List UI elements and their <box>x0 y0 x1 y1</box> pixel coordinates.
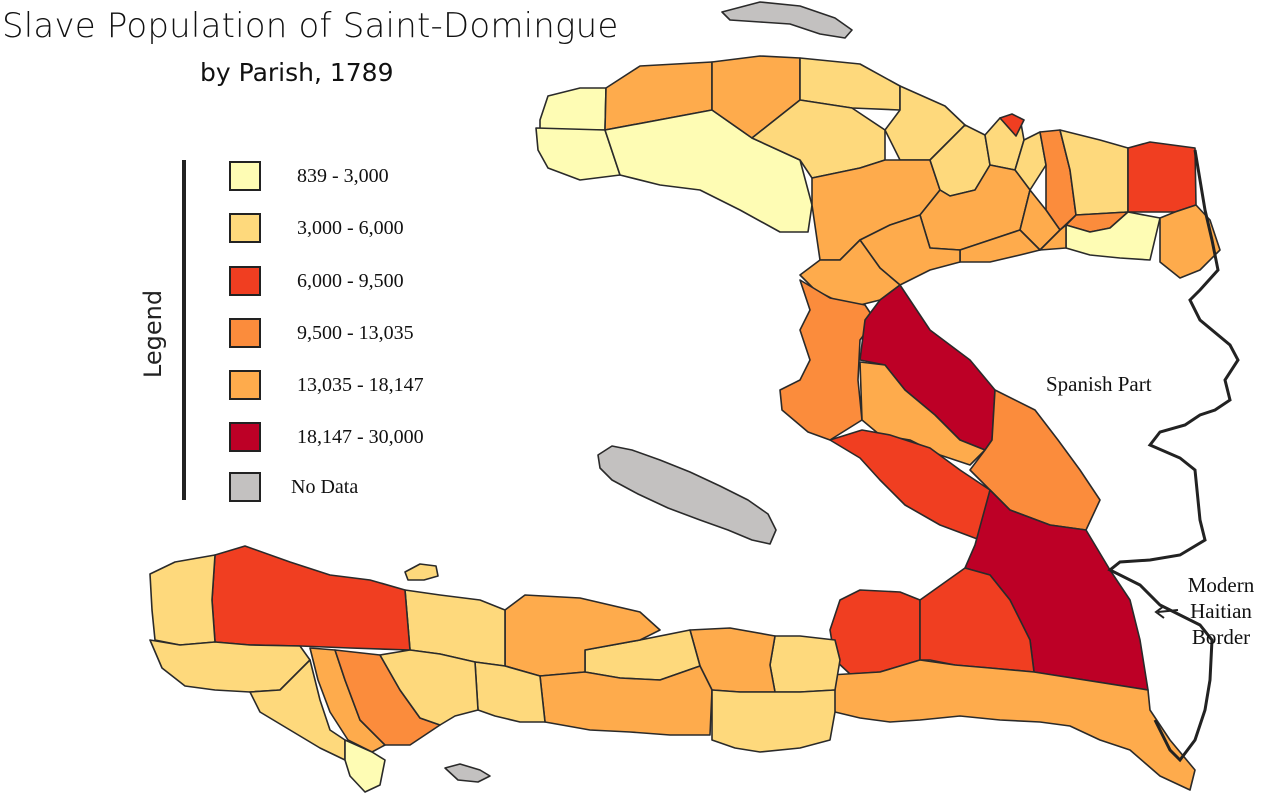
border-label-line: Border <box>1191 625 1251 649</box>
parish-cap-francais <box>999 113 1025 137</box>
legend-label: No Data <box>291 475 359 498</box>
legend-item: 18,147 - 30,000 <box>229 421 424 453</box>
cayemites-island <box>404 563 439 581</box>
gonave-island <box>597 445 777 545</box>
border-arrow <box>1154 605 1179 619</box>
legend-label: 9,500 - 13,035 <box>297 321 414 344</box>
border-label: Modern Haitian Border <box>1176 572 1264 650</box>
parish-mole <box>539 87 607 131</box>
parish-aquin <box>539 665 713 736</box>
parish-cavaillon-inland <box>379 649 479 726</box>
parish-jacmel <box>829 659 1196 791</box>
parish-port-salut <box>344 739 386 793</box>
parish-grande-riviere <box>959 224 1067 263</box>
parish-leogane <box>829 589 921 675</box>
parish-baynet <box>769 635 841 693</box>
legend-divider <box>182 160 186 500</box>
legend-label: 839 - 3,000 <box>297 164 389 187</box>
parish-plaine-du-nord <box>1014 131 1047 191</box>
legend-item: 6,000 - 9,500 <box>229 265 404 297</box>
legend-swatch <box>229 266 261 296</box>
legend-label: 6,000 - 9,500 <box>297 269 404 292</box>
legend-label: 13,035 - 18,147 <box>297 373 424 396</box>
parish-dame-marie <box>149 554 216 646</box>
map-title: Slave Population of Saint-Domingue <box>2 6 619 46</box>
legend-item: 839 - 3,000 <box>229 160 389 192</box>
tortuga-island <box>721 1 853 39</box>
legend-swatch <box>229 213 261 243</box>
legend-item: 13,035 - 18,147 <box>229 369 424 401</box>
modern-haitian-border <box>1107 149 1240 763</box>
legend-swatch <box>229 472 261 502</box>
parish-ouanaminthe <box>1065 211 1161 261</box>
parish-valliere <box>1159 204 1221 279</box>
spanish-part-label: Spanish Part <box>1046 372 1152 396</box>
ile-a-vache <box>444 763 491 783</box>
legend-label: 3,000 - 6,000 <box>297 216 404 239</box>
legend-swatch <box>229 161 261 191</box>
parish-saint-michel <box>711 689 836 753</box>
legend-swatch <box>229 318 261 348</box>
legend-title: Legend <box>139 289 167 379</box>
parish-jeremie <box>211 545 411 651</box>
parish-fond-des-negres <box>474 661 546 723</box>
legend-item: 9,500 - 13,035 <box>229 317 414 349</box>
legend-label: 18,147 - 30,000 <box>297 425 424 448</box>
legend-swatch <box>229 422 261 452</box>
legend-item: 3,000 - 6,000 <box>229 212 404 244</box>
parish-fort-dauphin <box>1127 141 1197 213</box>
legend-swatch <box>229 370 261 400</box>
legend-item: No Data <box>229 471 358 503</box>
map-subtitle: by Parish, 1789 <box>200 58 394 87</box>
border-label-line: Modern <box>1187 573 1255 597</box>
border-label-line: Haitian <box>1190 599 1252 623</box>
